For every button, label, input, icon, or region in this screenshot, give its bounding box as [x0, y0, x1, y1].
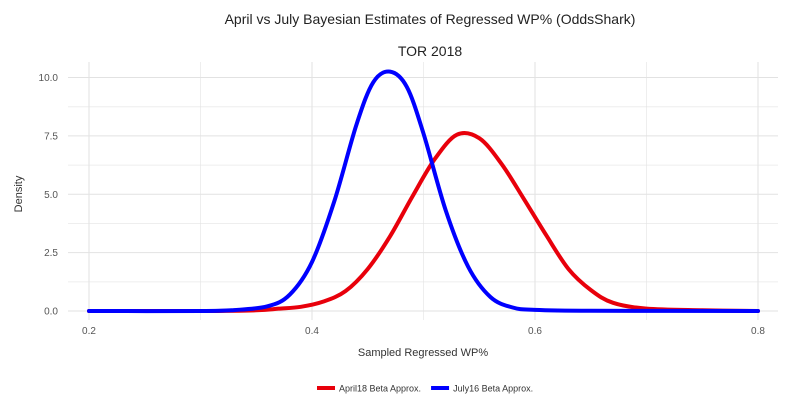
legend-label-april18-beta-approx: April18 Beta Approx. [339, 384, 421, 394]
chart-title: April vs July Bayesian Estimates of Regr… [225, 11, 636, 27]
y-axis-label: Density [13, 175, 25, 212]
y-tick-label: 0.0 [44, 307, 58, 318]
chart-subtitle: TOR 2018 [398, 43, 463, 59]
x-tick-label: 0.6 [528, 326, 542, 337]
y-tick-label: 5.0 [44, 190, 58, 201]
grid-layer [68, 62, 778, 320]
series-layer [87, 69, 760, 314]
y-tick-label: 2.5 [44, 248, 58, 259]
x-tick-label: 0.2 [82, 326, 96, 337]
y-tick-label: 7.5 [44, 131, 58, 142]
series-line-april18-beta-approx [87, 130, 760, 314]
x-tick-label: 0.8 [751, 326, 765, 337]
x-tick-label: 0.4 [305, 326, 319, 337]
legend: April18 Beta Approx. July16 Beta Approx. [317, 384, 533, 394]
series-line-july16-beta-approx [87, 69, 760, 314]
x-axis-label: Sampled Regressed WP% [358, 347, 488, 359]
legend-label-july16-beta-approx: July16 Beta Approx. [453, 384, 533, 394]
y-tick-label: 10.0 [39, 73, 59, 84]
tick-layer: 0.2 0.4 0.6 0.8 0.0 2.5 5.0 7.5 10.0 [39, 73, 766, 337]
